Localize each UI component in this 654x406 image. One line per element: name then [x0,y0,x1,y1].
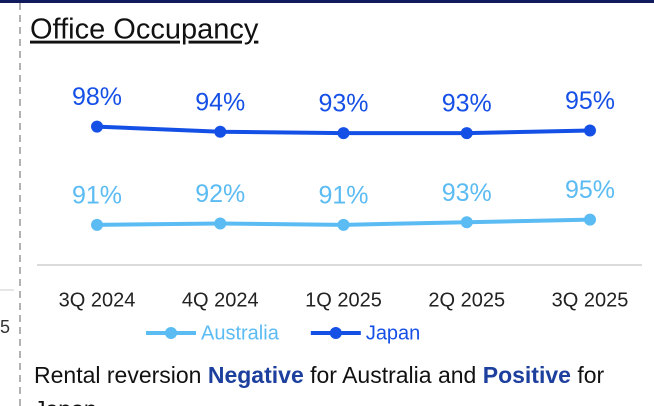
point [337,127,350,140]
legend-marker [165,327,177,339]
data-label: 93% [318,90,368,118]
note-emphasis: Negative [207,362,304,388]
x-tick-label: 1Q 2025 [305,289,382,311]
point [214,217,227,230]
point [214,125,227,138]
fragment-text: 5 [0,317,10,337]
point [460,216,473,229]
data-label: 98% [72,83,122,111]
point [584,124,596,137]
chart-title: Office Occupancy [30,14,259,46]
data-label: 95% [565,176,615,204]
x-tick-label: 3Q 2025 [552,289,629,311]
point [91,218,103,231]
data-label: 94% [195,88,245,116]
legend-label: Australia [201,322,280,344]
data-label: 92% [195,180,245,208]
data-label: 95% [565,87,615,115]
note-emphasis: Positive [482,362,571,388]
x-tick-label: 3Q 2024 [59,289,136,311]
note-text: for Australia and [303,362,483,388]
point [460,127,473,140]
point [91,120,103,133]
data-label: 91% [72,181,122,209]
data-label: 93% [442,90,492,118]
legend-label: Japan [366,322,421,344]
note-text: Rental reversion [34,362,208,388]
x-tick-label: 2Q 2025 [428,289,505,311]
note: Rental reversion Negative for Australia … [34,358,634,406]
data-label: 93% [442,179,492,207]
top-border [0,0,654,3]
data-label: 91% [318,181,368,209]
x-tick-label: 4Q 2024 [182,289,259,311]
legend-marker [329,327,342,339]
note-text: for Japan [34,362,605,406]
point [337,218,350,231]
point [584,213,596,226]
